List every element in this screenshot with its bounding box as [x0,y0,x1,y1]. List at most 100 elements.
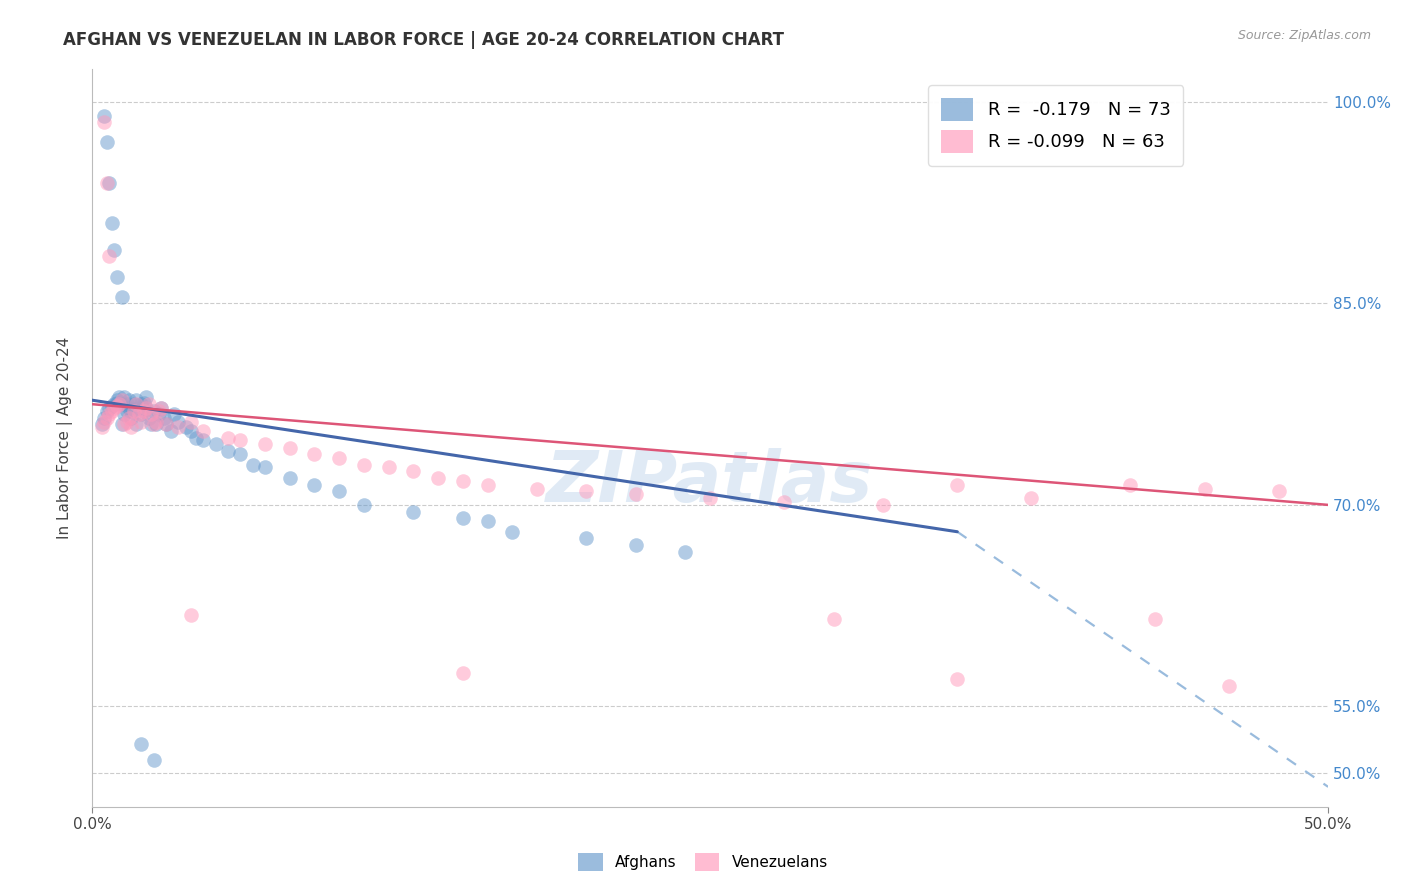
Point [125,393,148,408]
Point [253,460,276,475]
Point [142,417,165,432]
Point [946,673,969,687]
Point [105,393,128,408]
Point [96,136,118,150]
Point [125,397,148,411]
Point [217,431,239,445]
Point [1144,612,1167,626]
Point [118,401,141,416]
Point [155,417,177,432]
Point [229,447,252,461]
Text: ZIPatlas: ZIPatlas [547,448,873,516]
Point [1021,491,1043,505]
Point [135,401,157,416]
Point [103,243,125,257]
Point [946,477,969,491]
Point [100,216,122,230]
Point [96,410,118,425]
Point [823,612,845,626]
Point [118,393,141,408]
Point [673,545,696,559]
Point [121,410,143,425]
Point [699,491,721,505]
Point [142,404,165,418]
Point [100,399,122,413]
Point [93,108,115,122]
Point [145,415,167,429]
Legend: Afghans, Venezuelans: Afghans, Venezuelans [572,847,834,877]
Point [141,417,163,432]
Point [427,471,450,485]
Point [150,401,173,416]
Point [105,399,128,413]
Point [328,484,350,499]
Point [125,417,148,432]
Point [526,482,548,496]
Point [103,401,125,416]
Text: Source: ZipAtlas.com: Source: ZipAtlas.com [1237,29,1371,42]
Point [115,404,138,418]
Point [180,607,202,622]
Point [98,250,121,264]
Point [100,404,122,418]
Point [193,424,215,438]
Point [624,538,647,552]
Point [167,415,190,429]
Point [110,397,132,411]
Point [304,477,326,491]
Point [131,415,153,429]
Point [451,665,474,680]
Point [193,434,215,448]
Point [122,404,145,418]
Point [402,464,425,478]
Point [131,407,153,421]
Point [402,505,425,519]
Point [132,404,155,418]
Point [93,115,115,129]
Point [131,397,153,411]
Point [93,410,115,425]
Point [131,737,153,751]
Point [128,401,150,416]
Point [155,417,177,432]
Point [135,391,157,405]
Point [773,495,796,509]
Point [451,474,474,488]
Point [132,396,155,410]
Point [353,458,375,472]
Point [278,471,301,485]
Point [1218,679,1240,693]
Point [118,410,141,425]
Point [110,290,132,304]
Point [135,401,157,416]
Point [98,401,121,416]
Point [477,514,499,528]
Text: AFGHAN VS VENEZUELAN IN LABOR FORCE | AGE 20-24 CORRELATION CHART: AFGHAN VS VENEZUELAN IN LABOR FORCE | AG… [63,31,785,49]
Point [180,415,202,429]
Point [162,407,184,421]
Point [112,417,135,432]
Point [141,407,163,421]
Point [115,397,138,411]
Point [90,420,112,434]
Point [872,498,894,512]
Point [304,447,326,461]
Point [112,391,135,405]
Point [142,753,165,767]
Legend: R =  -0.179   N = 73, R = -0.099   N = 63: R = -0.179 N = 73, R = -0.099 N = 63 [928,85,1182,166]
Point [174,420,197,434]
Point [98,407,121,421]
Point [93,415,115,429]
Point [624,487,647,501]
Point [477,477,499,491]
Point [115,415,138,429]
Point [121,404,143,418]
Point [145,417,167,432]
Point [204,437,226,451]
Point [242,458,264,472]
Point [148,407,170,421]
Point [138,397,160,411]
Point [160,424,183,438]
Point [575,484,598,499]
Point [98,176,121,190]
